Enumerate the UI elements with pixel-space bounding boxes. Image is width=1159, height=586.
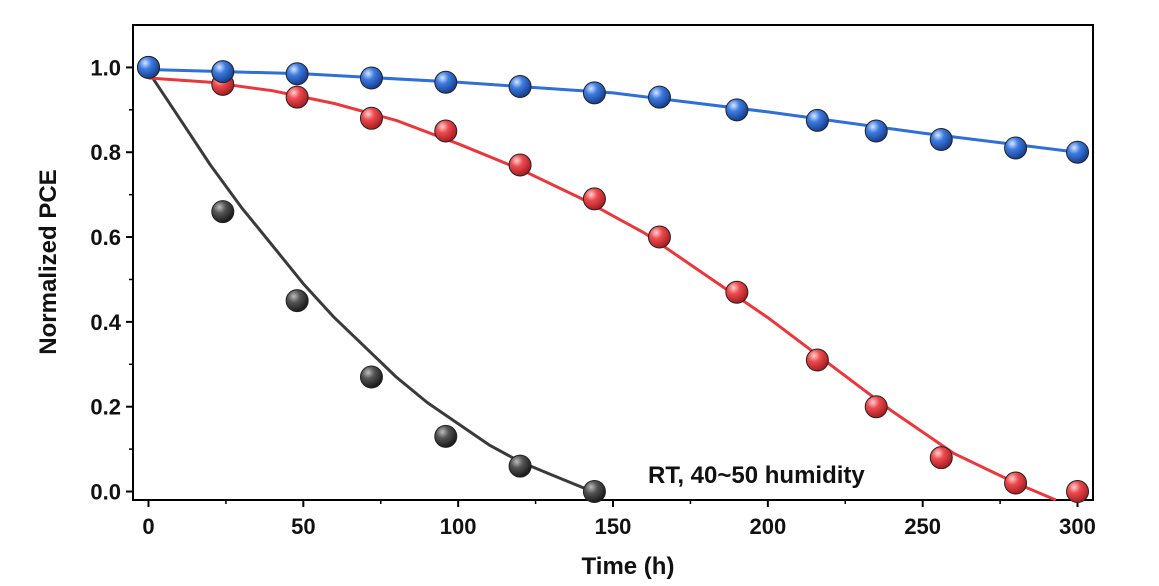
data-point-series-2 bbox=[725, 98, 749, 122]
x-tick-label: 250 bbox=[904, 514, 941, 539]
data-point-series-2 bbox=[582, 81, 606, 105]
y-tick-label: 0.8 bbox=[90, 140, 121, 165]
data-point-series-1 bbox=[805, 348, 829, 372]
condition-annotation: RT, 40~50 humidity bbox=[648, 462, 865, 489]
data-point-series-0 bbox=[582, 480, 606, 504]
x-tick-label: 50 bbox=[291, 514, 315, 539]
plot-frame bbox=[132, 24, 1094, 501]
data-point-series-1 bbox=[1066, 480, 1090, 504]
data-point-series-2 bbox=[1066, 140, 1090, 164]
data-point-series-2 bbox=[929, 128, 953, 152]
data-point-series-2 bbox=[647, 85, 671, 109]
x-axis-title: Time (h) bbox=[582, 553, 675, 580]
x-tick-label: 100 bbox=[440, 514, 477, 539]
data-point-series-1 bbox=[434, 119, 458, 143]
data-point-series-0 bbox=[359, 365, 383, 389]
data-markers bbox=[136, 55, 1090, 504]
data-point-series-1 bbox=[359, 106, 383, 130]
data-point-series-2 bbox=[1004, 136, 1028, 160]
data-point-series-2 bbox=[805, 108, 829, 132]
fit-line-1 bbox=[148, 76, 1057, 502]
data-point-series-1 bbox=[725, 280, 749, 304]
data-point-series-0 bbox=[434, 424, 458, 448]
data-point-series-1 bbox=[929, 446, 953, 470]
x-tick-label: 300 bbox=[1059, 514, 1096, 539]
data-point-series-1 bbox=[1004, 471, 1028, 495]
plot-border bbox=[132, 24, 1094, 501]
data-point-series-1 bbox=[864, 395, 888, 419]
x-tick-label: 150 bbox=[595, 514, 632, 539]
data-point-series-2 bbox=[359, 66, 383, 90]
data-point-series-2 bbox=[508, 74, 532, 98]
x-tick-label: 200 bbox=[749, 514, 786, 539]
data-point-series-2 bbox=[285, 62, 309, 86]
x-tick-label: 0 bbox=[142, 514, 154, 539]
data-point-series-0 bbox=[508, 454, 532, 478]
y-tick-label: 0.2 bbox=[90, 395, 121, 420]
data-point-series-1 bbox=[647, 225, 671, 249]
y-tick-label: 0.0 bbox=[90, 480, 121, 505]
data-point-series-1 bbox=[285, 85, 309, 109]
data-point-series-0 bbox=[211, 200, 235, 224]
y-axis-title: Normalized PCE bbox=[35, 169, 62, 354]
data-point-series-2 bbox=[864, 119, 888, 143]
y-tick-label: 0.4 bbox=[90, 310, 121, 335]
data-point-series-2 bbox=[136, 55, 160, 79]
data-point-series-1 bbox=[582, 187, 606, 211]
fit-line-0 bbox=[147, 70, 598, 493]
data-point-series-2 bbox=[211, 60, 235, 84]
y-tick-label: 1.0 bbox=[90, 55, 121, 80]
data-point-series-1 bbox=[508, 153, 532, 177]
data-point-series-0 bbox=[285, 289, 309, 313]
data-point-series-2 bbox=[434, 70, 458, 94]
y-tick-label: 0.6 bbox=[90, 225, 121, 250]
